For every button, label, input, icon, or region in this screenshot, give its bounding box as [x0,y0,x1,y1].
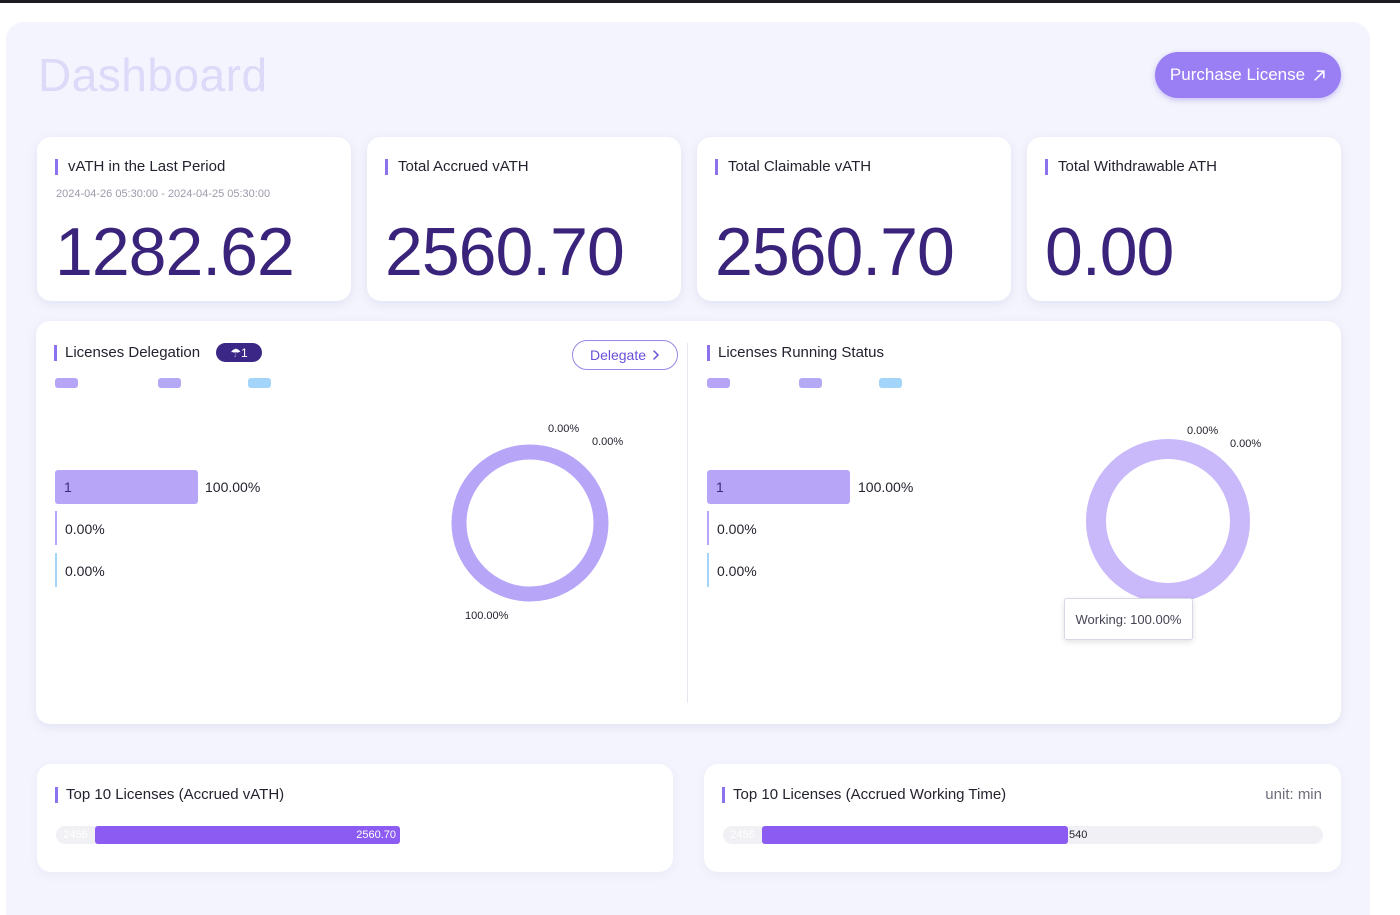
bar-percentage: 0.00% [717,521,757,537]
purchase-license-button[interactable]: Purchase License [1155,52,1341,98]
top-working-bar[interactable] [762,826,1068,844]
chart-tooltip: Working: 100.00% [1064,598,1193,640]
stat-card-label: Total Withdrawable ATH [1045,159,1217,175]
bar-count: 1 [716,479,724,495]
legend-swatch[interactable] [55,378,78,388]
delegation-bar [55,553,57,587]
legend-swatch[interactable] [879,378,902,388]
stat-card-value: 2560.70 [715,214,955,290]
donut-ring [451,444,609,602]
running-bar [707,553,709,587]
bar-percentage: 100.00% [858,479,914,495]
stat-card-value: 2560.70 [385,214,625,290]
page-title: Dashboard [38,49,268,101]
legend-swatch[interactable] [158,378,181,388]
bar-value: 540 [1069,829,1088,841]
donut-label: 100.00% [465,610,509,622]
stat-card-value: 1282.62 [55,214,295,290]
donut-ring-highlighted[interactable] [1086,439,1250,603]
stat-card-total-withdrawable: Total Withdrawable ATH 0.00 [1027,137,1341,301]
bar-percentage: 100.00% [205,479,261,495]
delegation-donut-chart [451,444,609,602]
bar-percentage: 0.00% [717,563,757,579]
bar-percentage: 0.00% [65,521,105,537]
license-id-label: 2456 [730,829,755,841]
window-top-border [0,0,1400,3]
section-divider [687,343,688,703]
stat-card-label: Total Accrued vATH [385,159,529,175]
running-bar [707,511,709,545]
top-accrued-title: Top 10 Licenses (Accrued vATH) [55,787,284,803]
external-arrow-icon [1314,69,1325,81]
licenses-status-panel: Licenses Delegation ☂1 Delegate 1 100.00… [36,321,1341,724]
license-id-label: 2456 [63,829,88,841]
bar-value: 2560.70 [356,829,396,841]
delegation-bar: 1 [55,470,198,504]
donut-label: 0.00% [548,423,580,435]
top-working-card: Top 10 Licenses (Accrued Working Time) u… [704,764,1341,872]
stat-card-value: 0.00 [1045,214,1174,290]
stat-card-label: Total Claimable vATH [715,159,871,175]
stat-card-period: 2024-04-26 05:30:00 - 2024-04-25 05:30:0… [56,188,271,200]
delegation-count-badge: ☂1 [216,343,262,362]
bar-percentage: 0.00% [65,563,105,579]
purchase-license-label: Purchase License [1169,65,1306,84]
legend-swatch[interactable] [248,378,271,388]
chevron-right-icon [653,350,660,360]
donut-label: 0.00% [1187,425,1219,437]
donut-label: 0.00% [592,436,624,448]
stat-card-label: vATH in the Last Period [55,159,225,175]
legend-swatch[interactable] [799,378,822,388]
top-working-title: Top 10 Licenses (Accrued Working Time) [722,787,1006,803]
legend-swatch[interactable] [707,378,730,388]
stat-card-total-claimable: Total Claimable vATH 2560.70 [697,137,1011,301]
stat-card-last-period: vATH in the Last Period 2024-04-26 05:30… [37,137,351,301]
delegation-title: Licenses Delegation [54,345,200,361]
unit-label: unit: min [1265,786,1322,803]
running-bar: 1 [707,470,850,504]
delegate-button[interactable]: Delegate [572,340,678,370]
top-accrued-bar[interactable]: 2560.70 [95,826,400,844]
stat-card-total-accrued: Total Accrued vATH 2560.70 [367,137,681,301]
bar-count: 1 [64,479,72,495]
delegation-bar [55,511,57,545]
donut-label: 0.00% [1230,438,1262,450]
running-donut-chart [1086,439,1250,603]
top-accrued-card: Top 10 Licenses (Accrued vATH) 2456 2560… [37,764,673,872]
delegate-label: Delegate [589,347,647,363]
running-status-title: Licenses Running Status [707,345,884,361]
